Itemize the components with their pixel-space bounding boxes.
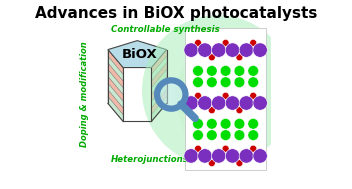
Circle shape [222, 40, 229, 46]
Polygon shape [175, 64, 184, 135]
Circle shape [208, 160, 215, 167]
Circle shape [193, 130, 203, 140]
Circle shape [253, 96, 267, 110]
Circle shape [212, 43, 226, 57]
Circle shape [248, 119, 258, 129]
Circle shape [253, 149, 267, 163]
Polygon shape [151, 56, 166, 81]
Circle shape [225, 149, 240, 163]
Circle shape [207, 66, 217, 76]
Circle shape [220, 130, 231, 140]
Circle shape [253, 43, 267, 57]
Polygon shape [151, 77, 166, 101]
Circle shape [207, 130, 217, 140]
Text: Advances in BiOX photocatalysts: Advances in BiOX photocatalysts [35, 6, 317, 21]
Text: Doping & modification: Doping & modification [80, 42, 89, 147]
Circle shape [212, 96, 226, 110]
Polygon shape [108, 90, 123, 115]
Circle shape [195, 40, 201, 46]
Polygon shape [151, 63, 166, 88]
Circle shape [208, 54, 215, 61]
Polygon shape [151, 50, 166, 74]
Polygon shape [108, 63, 123, 88]
Polygon shape [151, 70, 166, 94]
Circle shape [248, 66, 258, 76]
Circle shape [142, 15, 293, 166]
Circle shape [198, 43, 212, 57]
Polygon shape [151, 90, 166, 115]
Circle shape [248, 77, 258, 88]
Circle shape [207, 77, 217, 88]
Circle shape [184, 149, 198, 163]
Circle shape [236, 160, 243, 167]
Circle shape [208, 107, 215, 114]
Bar [184, 28, 266, 170]
Circle shape [239, 43, 253, 57]
Circle shape [184, 43, 198, 57]
Circle shape [220, 66, 231, 76]
Circle shape [236, 107, 243, 114]
Text: BiOX: BiOX [121, 48, 157, 61]
Circle shape [225, 43, 240, 57]
Circle shape [195, 92, 201, 99]
Circle shape [207, 119, 217, 129]
Circle shape [239, 149, 253, 163]
Text: Heterojunctions: Heterojunctions [111, 155, 189, 164]
Circle shape [234, 119, 245, 129]
Circle shape [193, 119, 203, 129]
Circle shape [212, 149, 226, 163]
Circle shape [250, 92, 257, 99]
Circle shape [222, 145, 229, 152]
Polygon shape [108, 41, 166, 68]
Circle shape [195, 145, 201, 152]
Circle shape [220, 119, 231, 129]
Circle shape [198, 149, 212, 163]
Polygon shape [151, 97, 166, 122]
Polygon shape [108, 70, 123, 94]
Circle shape [248, 130, 258, 140]
Circle shape [222, 92, 229, 99]
Polygon shape [108, 77, 123, 101]
Text: Controllable synthesis: Controllable synthesis [111, 25, 220, 34]
Polygon shape [108, 56, 123, 81]
Circle shape [239, 96, 253, 110]
Circle shape [250, 145, 257, 152]
Circle shape [236, 54, 243, 61]
Circle shape [184, 96, 198, 110]
Circle shape [157, 80, 186, 109]
Polygon shape [151, 83, 166, 108]
Circle shape [193, 66, 203, 76]
Circle shape [198, 96, 212, 110]
Circle shape [193, 77, 203, 88]
Polygon shape [108, 83, 123, 108]
Circle shape [220, 77, 231, 88]
Circle shape [234, 66, 245, 76]
Circle shape [225, 96, 240, 110]
Circle shape [234, 77, 245, 88]
Circle shape [234, 130, 245, 140]
Polygon shape [108, 97, 123, 122]
Polygon shape [108, 50, 123, 74]
Circle shape [250, 40, 257, 46]
